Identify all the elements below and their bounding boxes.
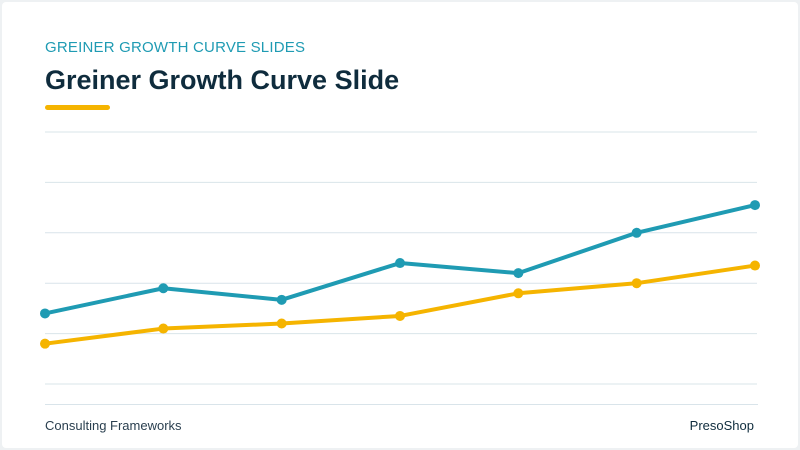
series-line <box>43 263 757 346</box>
data-point <box>158 323 169 334</box>
data-point <box>276 318 287 329</box>
data-point <box>750 200 760 211</box>
data-point <box>40 338 50 349</box>
data-point <box>513 268 524 279</box>
title-accent-bar <box>45 105 110 110</box>
gridlines <box>45 131 757 385</box>
data-point <box>395 310 405 321</box>
data-point <box>395 258 405 269</box>
data-point <box>158 283 169 294</box>
slide-kicker: GREINER GROWTH CURVE SLIDES <box>45 39 306 56</box>
footer-brand: PresoShop <box>689 418 754 433</box>
data-point <box>750 260 760 271</box>
series-1 <box>40 200 760 319</box>
footer-left-label: Consulting Frameworks <box>45 418 182 433</box>
data-point <box>40 308 50 319</box>
data-point <box>276 294 287 305</box>
data-point <box>631 227 642 238</box>
data-point <box>631 278 642 289</box>
footer-divider <box>45 404 758 405</box>
data-point <box>513 288 524 299</box>
series-2 <box>40 260 760 349</box>
slide-title: Greiner Growth Curve Slide <box>45 65 400 95</box>
